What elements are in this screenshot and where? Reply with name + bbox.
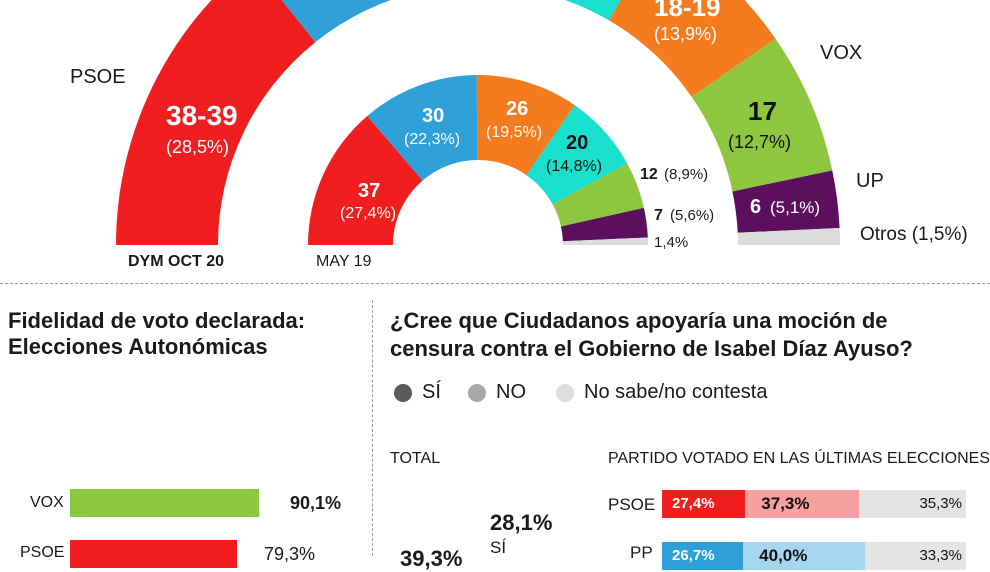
row-pp-yes-seg: 26,7% — [662, 542, 744, 570]
total-no-value: 39,3% — [400, 546, 463, 571]
inner-vox-segment — [552, 163, 644, 227]
outer-up-segment — [732, 170, 840, 233]
outer-vox-pct: (12,7%) — [728, 132, 792, 152]
inner-otros-pct: 1,4% — [654, 234, 689, 251]
legend-yes: SÍ — [394, 381, 441, 404]
outer-otros-segment — [737, 227, 840, 245]
legend-yes-dot — [394, 383, 412, 402]
inner-psoe-segment — [308, 115, 423, 246]
inner-ring — [308, 75, 648, 246]
row-bar-psoe: 27,4% 37,3% 35,3% — [662, 490, 966, 518]
outer-mm-pct: (13,9%) — [654, 24, 718, 44]
loyalty-title-line2: Elecciones Autonómicas — [8, 334, 268, 359]
legend-yes-label: SÍ — [422, 381, 441, 403]
outer-vox-name: VOX — [820, 42, 863, 64]
inner-mm-seats: 26 — [506, 98, 529, 120]
outer-up-pct: (5,1%) — [770, 198, 821, 217]
outer-psoe-seats: 38-39 — [166, 100, 238, 131]
outer-up-seats: 6 — [750, 196, 762, 218]
inner-up-seats: 7 — [654, 207, 663, 224]
inner-up-pct: (5,6%) — [670, 207, 715, 224]
inner-vox-seats: 12 — [640, 166, 658, 183]
outer-ring — [116, 0, 840, 245]
loyalty-bar-vox — [70, 489, 260, 517]
inner-ring-date: MAY 19 — [316, 253, 372, 270]
outer-psoe-segment — [116, 0, 316, 245]
legend-ns: No sabe/no contesta — [556, 381, 767, 404]
legend-no: NO — [468, 381, 526, 404]
inner-psoe-pct: (27,4%) — [340, 205, 397, 222]
row-psoe-no-seg: 37,3% — [745, 490, 859, 518]
legend-ns-label: No sabe/no contesta — [584, 381, 768, 403]
inner-cs-pct: (14,8%) — [546, 158, 603, 175]
inner-mm-pct: (19,5%) — [486, 124, 543, 141]
outer-psoe-name: PSOE — [70, 66, 126, 88]
hemicycle-chart — [116, 0, 840, 246]
outer-vox-seats: 17 — [748, 96, 777, 126]
loyalty-bar-label-vox: VOX — [30, 494, 64, 511]
inner-pp-pct: (22,3%) — [404, 131, 461, 148]
legend-ns-dot — [556, 383, 574, 402]
outer-ring-date: DYM OCT 20 — [128, 253, 225, 270]
outer-mm-segment — [608, 0, 776, 97]
outer-otros-label: Otros (1,5%) — [860, 224, 968, 245]
total-yes-value: 28,1% — [490, 510, 553, 535]
inner-pp-segment — [367, 75, 478, 181]
inner-cs-seats: 20 — [566, 132, 589, 154]
outer-psoe-pct: (28,5%) — [166, 137, 230, 157]
inner-vox-pct: (8,9%) — [664, 166, 709, 183]
outer-vox-segment — [691, 38, 833, 192]
legend-no-dot — [468, 383, 486, 402]
row-psoe-ns-seg: 35,3% — [858, 490, 966, 518]
loyalty-bar-value-psoe: 79,3% — [264, 544, 316, 564]
section-divider-horizontal — [0, 283, 990, 284]
inner-psoe-seats: 37 — [358, 180, 381, 202]
row-pp-ns-seg: 33,3% — [864, 542, 966, 570]
row-pp-no-seg: 40,0% — [743, 542, 865, 570]
outer-cs-segment — [565, 0, 621, 21]
section-divider-vertical — [372, 300, 373, 556]
row-party-psoe: PSOE — [608, 495, 656, 514]
loyalty-title-line1: Fidelidad de voto declarada: — [8, 308, 306, 333]
total-header: TOTAL — [390, 450, 441, 467]
loyalty-bar-label-psoe: PSOE — [20, 544, 65, 561]
row-psoe-yes-seg: 27,4% — [662, 490, 746, 518]
row-party-pp: PP — [630, 543, 653, 562]
inner-cs-segment — [526, 105, 628, 205]
loyalty-bar-value-vox: 90,1% — [290, 493, 342, 513]
censure-title-line1: ¿Cree que Ciudadanos apoyaría una moción… — [390, 308, 888, 333]
inner-pp-seats: 30 — [422, 105, 445, 127]
outer-mm-seats: 18-19 — [654, 0, 721, 22]
inner-otros-segment — [562, 237, 648, 245]
inner-up-segment — [560, 207, 648, 242]
outer-pp-segment — [281, 0, 392, 43]
by-party-header: PARTIDO VOTADO EN LAS ÚLTIMAS ELECCIONES — [608, 450, 990, 467]
censure-title-line2: censura contra el Gobierno de Isabel Día… — [390, 336, 913, 361]
outer-up-name: UP — [856, 170, 884, 192]
row-bar-pp: 26,7% 40,0% 33,3% — [662, 542, 966, 570]
legend-no-label: NO — [496, 381, 526, 403]
total-yes-label: SÍ — [490, 538, 507, 557]
loyalty-bar-psoe — [70, 540, 237, 568]
inner-mm-segment — [476, 75, 575, 176]
